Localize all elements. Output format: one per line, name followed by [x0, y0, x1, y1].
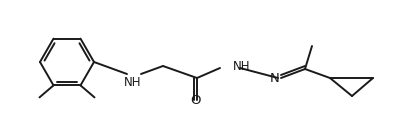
Text: O: O [191, 94, 201, 107]
Text: NH: NH [124, 75, 142, 88]
Text: NH: NH [233, 60, 251, 74]
Text: N: N [270, 72, 280, 85]
